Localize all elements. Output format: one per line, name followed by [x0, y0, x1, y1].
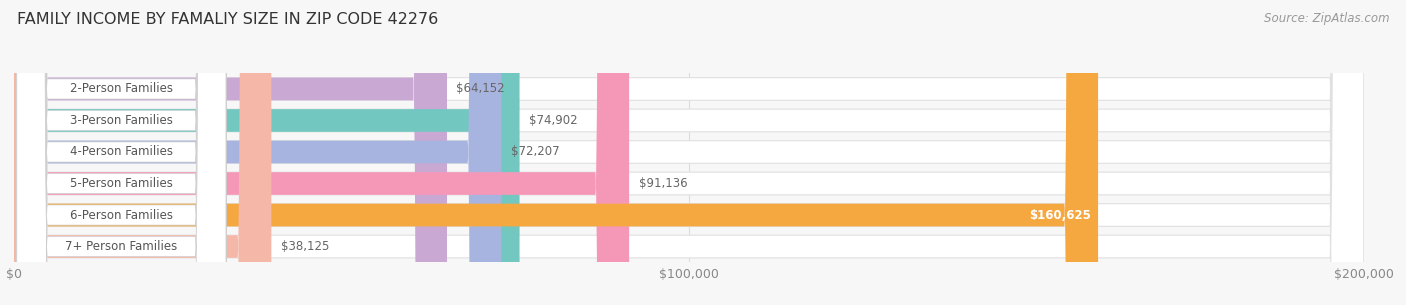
Text: 6-Person Families: 6-Person Families [70, 209, 173, 221]
Text: $38,125: $38,125 [281, 240, 329, 253]
FancyBboxPatch shape [17, 0, 226, 305]
FancyBboxPatch shape [14, 0, 447, 305]
FancyBboxPatch shape [14, 0, 1364, 305]
Text: $74,902: $74,902 [529, 114, 578, 127]
FancyBboxPatch shape [17, 0, 226, 305]
FancyBboxPatch shape [14, 0, 271, 305]
Text: Source: ZipAtlas.com: Source: ZipAtlas.com [1264, 12, 1389, 25]
FancyBboxPatch shape [14, 0, 502, 305]
FancyBboxPatch shape [17, 0, 226, 305]
Text: 5-Person Families: 5-Person Families [70, 177, 173, 190]
FancyBboxPatch shape [14, 0, 1098, 305]
Text: FAMILY INCOME BY FAMALIY SIZE IN ZIP CODE 42276: FAMILY INCOME BY FAMALIY SIZE IN ZIP COD… [17, 12, 439, 27]
FancyBboxPatch shape [17, 0, 226, 305]
Text: $91,136: $91,136 [638, 177, 688, 190]
FancyBboxPatch shape [14, 0, 628, 305]
FancyBboxPatch shape [14, 0, 1364, 305]
FancyBboxPatch shape [14, 0, 1364, 305]
Text: 4-Person Families: 4-Person Families [70, 145, 173, 159]
FancyBboxPatch shape [14, 0, 1364, 305]
FancyBboxPatch shape [17, 0, 226, 305]
Text: 2-Person Families: 2-Person Families [70, 82, 173, 95]
Text: 3-Person Families: 3-Person Families [70, 114, 173, 127]
Text: $64,152: $64,152 [457, 82, 505, 95]
FancyBboxPatch shape [14, 0, 1364, 305]
FancyBboxPatch shape [17, 0, 226, 305]
Text: $160,625: $160,625 [1029, 209, 1091, 221]
FancyBboxPatch shape [14, 0, 520, 305]
Text: $72,207: $72,207 [510, 145, 560, 159]
Text: 7+ Person Families: 7+ Person Families [65, 240, 177, 253]
FancyBboxPatch shape [14, 0, 1364, 305]
